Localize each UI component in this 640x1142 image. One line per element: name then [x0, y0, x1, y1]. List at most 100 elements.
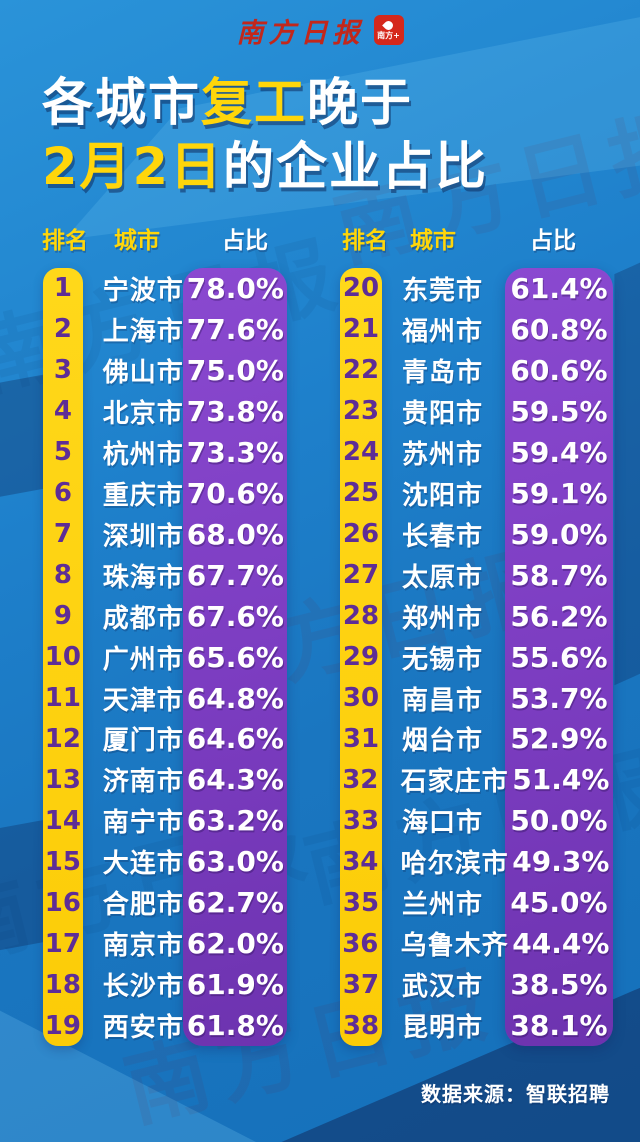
- share-cell: 68.0%: [186, 517, 284, 551]
- rank-cell: 1: [53, 273, 72, 304]
- share-cell: 61.8%: [186, 1009, 284, 1043]
- city-cell: 杭州市: [102, 439, 184, 470]
- rank-cell: 12: [44, 723, 81, 754]
- city-cell: 西安市: [102, 1013, 184, 1044]
- header-rank-left: 排名: [42, 228, 88, 254]
- city-cell: 乌鲁木齐: [400, 931, 509, 962]
- share-cell: 44.4%: [512, 927, 610, 961]
- rank-strip-left: [43, 268, 83, 1046]
- newspaper-brand-logo: 南方日报: [236, 17, 365, 49]
- city-cell: 南京市: [102, 931, 184, 962]
- share-cell: 55.6%: [510, 640, 608, 674]
- table-row: 11 天津市 64.8%: [43, 678, 287, 719]
- city-cell: 天津市: [102, 685, 184, 716]
- table-row: 34 哈尔滨市 49.3%: [340, 841, 613, 882]
- table-row: 23 贵阳市 59.5%: [340, 391, 613, 432]
- city-cell: 重庆市: [102, 480, 184, 511]
- title-line-2: 2月2日的企业占比: [42, 138, 488, 197]
- city-cell: 珠海市: [102, 562, 184, 593]
- table-row: 30 南昌市 53.7%: [340, 678, 613, 719]
- table-row: 31 烟台市 52.9%: [340, 718, 613, 759]
- rank-cell: 27: [342, 560, 380, 591]
- rank-cell: 37: [342, 969, 380, 1000]
- table-row: 24 苏州市 59.4%: [340, 432, 613, 473]
- table-row: 10 广州市 65.6%: [43, 637, 287, 678]
- rank-cell: 33: [342, 805, 380, 836]
- rank-cell: 4: [53, 396, 72, 427]
- share-cell: 59.1%: [510, 476, 608, 510]
- city-cell: 太原市: [402, 562, 484, 593]
- rank-cell: 34: [342, 846, 379, 877]
- city-cell: 石家庄市: [400, 767, 509, 798]
- table-row: 9 成都市 67.6%: [43, 596, 287, 637]
- share-cell: 67.7%: [186, 558, 284, 592]
- data-source-note: 数据来源：智联招聘: [421, 1082, 610, 1106]
- share-cell: 65.6%: [186, 640, 284, 674]
- table-row: 4 北京市 73.8%: [43, 391, 287, 432]
- share-cell: 58.7%: [510, 558, 608, 592]
- rank-cell: 2: [53, 314, 72, 345]
- table-row: 19 西安市 61.8%: [43, 1005, 287, 1046]
- nanfang-plus-logo: 南方+: [373, 15, 404, 45]
- share-cell: 60.6%: [510, 353, 608, 387]
- city-cell: 烟台市: [402, 726, 484, 757]
- share-cell: 77.6%: [186, 312, 284, 346]
- city-cell: 上海市: [102, 316, 184, 347]
- share-cell: 38.1%: [510, 1009, 608, 1043]
- share-cell: 59.4%: [510, 435, 608, 469]
- rank-cell: 15: [44, 846, 81, 877]
- city-cell: 成都市: [102, 603, 184, 634]
- rank-table-right: 20 东莞市 61.4% 21 福州市 60.8% 22 青岛市 60.6%: [340, 268, 613, 1046]
- table-row: 22 青岛市 60.6%: [340, 350, 613, 391]
- table-row: 3 佛山市 75.0%: [43, 350, 287, 391]
- table-row: 1 宁波市 78.0%: [43, 268, 287, 309]
- share-strip-right: [505, 268, 613, 1046]
- rank-cell: 8: [53, 560, 72, 591]
- rank-cell: 35: [342, 887, 380, 918]
- table-row: 33 海口市 50.0%: [340, 800, 613, 841]
- table-row: 2 上海市 77.6%: [43, 309, 287, 350]
- share-strip-left: [183, 268, 287, 1046]
- rank-cell: 14: [44, 805, 81, 836]
- city-cell: 无锡市: [402, 644, 484, 675]
- rank-cell: 23: [342, 396, 380, 427]
- table-row: 18 长沙市 61.9%: [43, 964, 287, 1005]
- share-cell: 67.6%: [186, 599, 284, 633]
- city-cell: 合肥市: [102, 890, 184, 921]
- share-cell: 63.0%: [186, 845, 284, 879]
- rank-cell: 36: [342, 928, 379, 959]
- rank-cell: 26: [342, 519, 380, 550]
- city-cell: 深圳市: [102, 521, 184, 552]
- city-cell: 南昌市: [402, 685, 484, 716]
- rank-cell: 24: [342, 437, 380, 468]
- share-cell: 49.3%: [512, 845, 610, 879]
- table-row: 20 东莞市 61.4%: [340, 268, 613, 309]
- table-row: 15 大连市 63.0%: [43, 841, 287, 882]
- city-cell: 贵阳市: [402, 398, 484, 429]
- city-cell: 青岛市: [402, 357, 484, 388]
- header-share-left: 占比: [222, 228, 268, 254]
- header-share-right: 占比: [530, 228, 576, 254]
- share-cell: 53.7%: [510, 681, 608, 715]
- table-row: 6 重庆市 70.6%: [43, 473, 287, 514]
- city-cell: 北京市: [102, 398, 184, 429]
- city-cell: 南宁市: [102, 808, 184, 839]
- rank-cell: 7: [53, 519, 72, 550]
- rank-strip-right: [340, 268, 382, 1046]
- city-cell: 哈尔滨市: [400, 849, 509, 880]
- table-row: 7 深圳市 68.0%: [43, 514, 287, 555]
- table-row: 38 昆明市 38.1%: [340, 1005, 613, 1046]
- share-cell: 64.3%: [186, 763, 284, 797]
- header-city-right: 城市: [410, 228, 456, 254]
- table-row: 28 郑州市 56.2%: [340, 596, 613, 637]
- rank-cell: 38: [342, 1010, 380, 1041]
- share-cell: 62.0%: [186, 927, 284, 961]
- share-cell: 52.9%: [510, 722, 608, 756]
- rank-cell: 28: [342, 601, 380, 632]
- share-cell: 64.6%: [186, 722, 284, 756]
- share-cell: 64.8%: [186, 681, 284, 715]
- share-cell: 38.5%: [510, 968, 608, 1002]
- share-cell: 70.6%: [186, 476, 284, 510]
- rank-cell: 9: [53, 601, 72, 632]
